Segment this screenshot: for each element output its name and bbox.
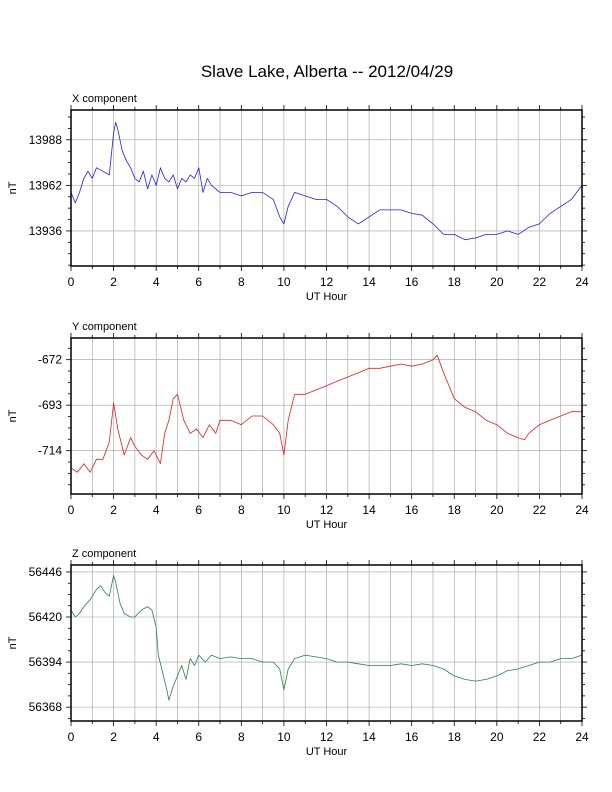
x-tick-label: 4 <box>153 730 160 744</box>
y-tick-label: -672 <box>38 353 62 367</box>
x-tick-label: 0 <box>68 503 75 517</box>
x-tick-label: 24 <box>575 503 589 517</box>
x-tick-label: 0 <box>68 730 75 744</box>
x-tick-label: 24 <box>575 730 589 744</box>
y-tick-label: 56394 <box>29 655 63 669</box>
panel-title: X component <box>72 93 137 105</box>
y-tick-label: -714 <box>38 444 62 458</box>
x-tick-label: 22 <box>533 730 547 744</box>
x-axis-label: UT Hour <box>306 746 348 758</box>
x-tick-label: 16 <box>405 275 419 289</box>
x-tick-label: 18 <box>448 503 462 517</box>
x-tick-label: 12 <box>320 730 334 744</box>
y-tick-label: 13936 <box>29 224 63 238</box>
y-axis-label: nT <box>7 636 19 649</box>
x-tick-label: 0 <box>68 275 75 289</box>
x-tick-label: 8 <box>238 275 245 289</box>
x-tick-label: 10 <box>277 275 291 289</box>
y-tick-label: 56446 <box>29 565 63 579</box>
x-axis-label: UT Hour <box>306 291 348 303</box>
x-tick-label: 14 <box>362 275 376 289</box>
x-tick-label: 8 <box>238 730 245 744</box>
x-tick-label: 2 <box>110 275 117 289</box>
y-tick-label: 13988 <box>29 133 63 147</box>
x-tick-label: 18 <box>448 730 462 744</box>
x-tick-label: 2 <box>110 503 117 517</box>
series-line <box>70 575 583 701</box>
figure-title: Slave Lake, Alberta -- 2012/04/29 <box>201 62 453 81</box>
x-tick-label: 22 <box>533 275 547 289</box>
x-tick-label: 16 <box>405 730 419 744</box>
x-tick-label: 14 <box>362 503 376 517</box>
y-axis-label: nT <box>7 409 19 422</box>
x-tick-label: 6 <box>195 275 202 289</box>
x-tick-label: 4 <box>153 503 160 517</box>
x-tick-label: 20 <box>490 503 504 517</box>
x-tick-label: 20 <box>490 730 504 744</box>
x-tick-label: 16 <box>405 503 419 517</box>
x-tick-label: 2 <box>110 730 117 744</box>
y-axis-label: nT <box>7 181 19 194</box>
series-line <box>70 354 582 473</box>
y-tick-label: 56368 <box>29 700 63 714</box>
x-tick-label: 12 <box>320 503 334 517</box>
x-tick-label: 6 <box>195 730 202 744</box>
x-tick-label: 10 <box>277 503 291 517</box>
x-tick-label: 20 <box>490 275 504 289</box>
x-tick-label: 10 <box>277 730 291 744</box>
x-tick-label: 12 <box>320 275 334 289</box>
x-tick-label: 8 <box>238 503 245 517</box>
x-tick-label: 6 <box>195 503 202 517</box>
x-tick-label: 18 <box>448 275 462 289</box>
y-tick-label: 56420 <box>29 610 63 624</box>
panel-3: 0 2 4 6 8 10 12 14 16 18 20 22 245636856394564205644… <box>7 548 589 758</box>
y-tick-label: 13962 <box>29 178 63 192</box>
series-line <box>70 121 583 241</box>
x-axis-label: UT Hour <box>306 519 348 531</box>
panel-title: Y component <box>72 321 137 333</box>
x-tick-label: 14 <box>362 730 376 744</box>
panel-title: Z component <box>72 548 136 560</box>
y-tick-label: -693 <box>38 398 62 412</box>
x-tick-label: 24 <box>575 275 589 289</box>
x-tick-label: 4 <box>153 275 160 289</box>
x-tick-label: 22 <box>533 503 547 517</box>
